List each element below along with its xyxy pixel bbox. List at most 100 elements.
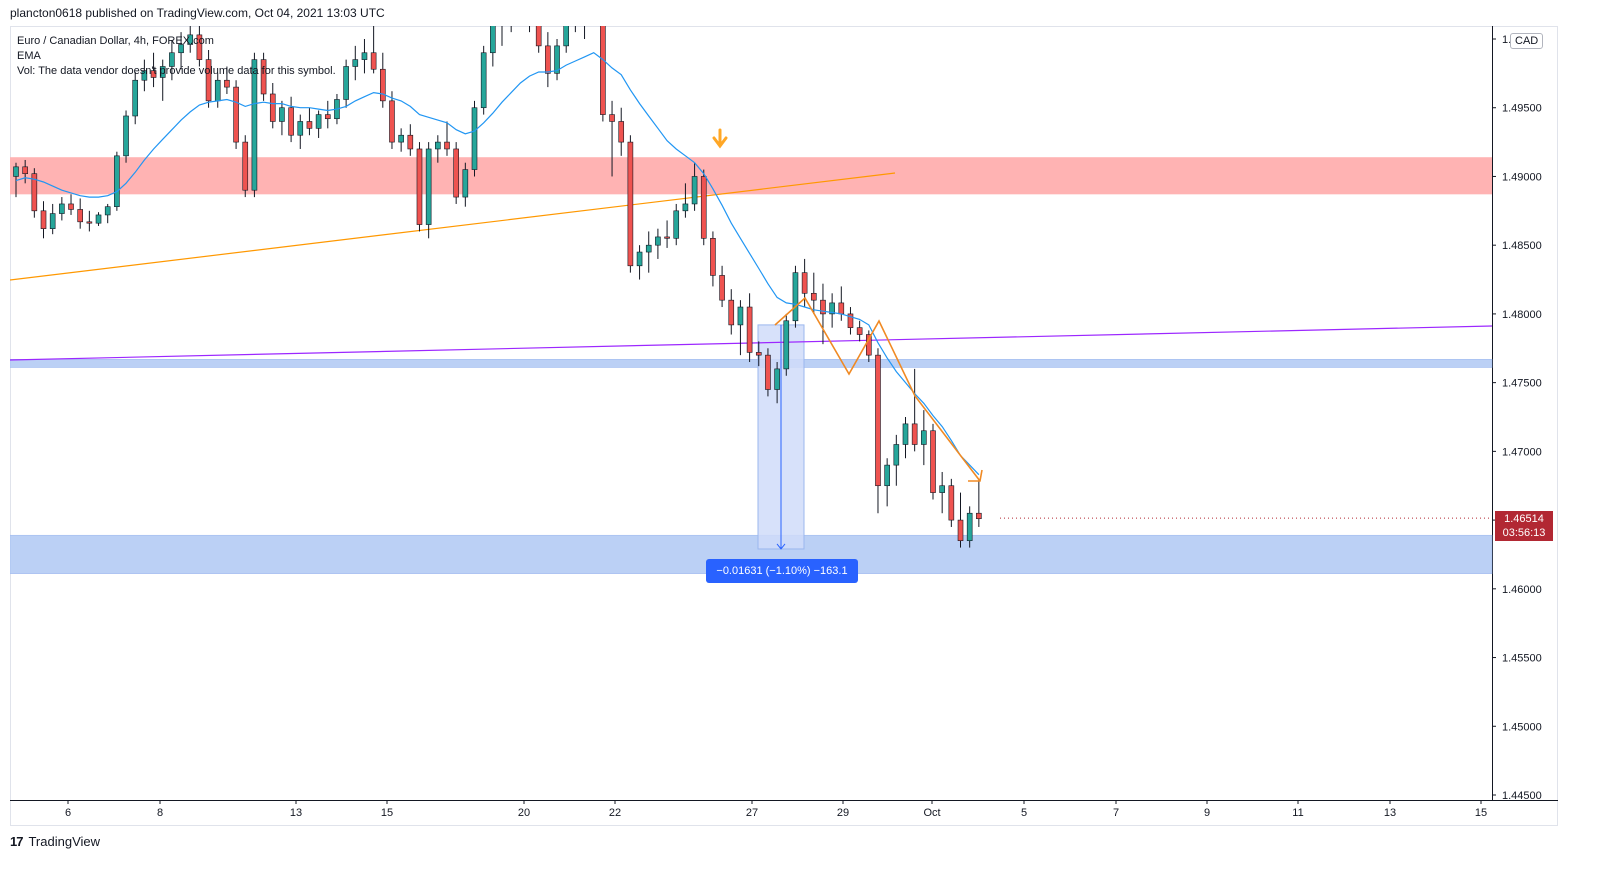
candle[interactable] — [279, 107, 285, 122]
candle[interactable] — [187, 34, 194, 45]
candle[interactable] — [618, 121, 625, 143]
candle[interactable] — [921, 430, 927, 445]
resistance-zone-1[interactable] — [10, 157, 1492, 195]
candle[interactable] — [856, 327, 863, 335]
candle[interactable] — [893, 444, 900, 466]
candle[interactable] — [315, 114, 322, 129]
candle[interactable] — [49, 213, 56, 229]
candle[interactable] — [251, 59, 258, 191]
candle[interactable] — [242, 141, 249, 191]
candle[interactable] — [159, 66, 166, 78]
candle[interactable] — [233, 86, 239, 143]
candle[interactable] — [829, 302, 835, 315]
candle[interactable] — [801, 272, 808, 294]
volume-indicator-label[interactable]: Vol: The data vendor doesn't provide vol… — [17, 65, 336, 77]
candle[interactable] — [31, 173, 38, 212]
candle[interactable] — [13, 166, 19, 177]
candle[interactable] — [95, 214, 102, 224]
price-chart[interactable]: 1.500001.495001.490001.485001.480001.475… — [10, 26, 1558, 826]
candle[interactable] — [407, 134, 414, 150]
candle[interactable] — [655, 236, 661, 246]
candle[interactable] — [691, 176, 698, 205]
support-zone-2[interactable] — [10, 359, 1493, 368]
candle[interactable] — [700, 176, 707, 239]
candle[interactable] — [123, 115, 129, 157]
candle[interactable] — [288, 107, 294, 136]
chart-area[interactable]: 1.500001.495001.490001.485001.480001.475… — [10, 26, 1558, 826]
candle[interactable] — [361, 52, 368, 60]
candle[interactable] — [810, 292, 817, 301]
candle[interactable] — [398, 134, 404, 143]
candle[interactable] — [297, 121, 304, 136]
candle[interactable] — [535, 26, 542, 47]
candle[interactable] — [224, 79, 230, 88]
candle[interactable] — [150, 70, 157, 78]
candle[interactable] — [645, 244, 652, 253]
candle[interactable] — [40, 210, 47, 229]
ema-line[interactable] — [15, 52, 980, 476]
candle[interactable] — [104, 206, 111, 216]
candle[interactable] — [205, 59, 212, 102]
candle[interactable] — [902, 423, 909, 445]
candle[interactable] — [169, 52, 175, 67]
candle[interactable] — [636, 251, 643, 267]
candle[interactable] — [453, 148, 459, 198]
candle[interactable] — [269, 93, 276, 122]
candle[interactable] — [976, 512, 982, 520]
candle[interactable] — [435, 141, 441, 150]
candle[interactable] — [673, 210, 680, 239]
candle[interactable] — [425, 148, 432, 225]
candle[interactable] — [59, 203, 65, 214]
candle[interactable] — [114, 155, 120, 207]
candle[interactable] — [214, 79, 221, 102]
candle[interactable] — [719, 275, 725, 301]
candle[interactable] — [664, 236, 670, 239]
candle[interactable] — [847, 313, 854, 328]
orange-trendline[interactable] — [10, 172, 896, 281]
projection-path[interactable] — [774, 296, 981, 482]
candle[interactable] — [196, 34, 203, 60]
candle[interactable] — [352, 59, 359, 67]
candle[interactable] — [389, 100, 395, 143]
candle[interactable] — [480, 52, 487, 109]
ema-indicator-label[interactable]: EMA — [17, 50, 41, 62]
candle[interactable] — [774, 368, 780, 390]
candle[interactable] — [490, 26, 496, 54]
footer-branding[interactable]: 17 TradingView — [10, 834, 100, 849]
candle[interactable] — [728, 299, 735, 326]
candle[interactable] — [600, 26, 606, 115]
candle[interactable] — [132, 79, 139, 117]
candle[interactable] — [86, 221, 93, 224]
candle[interactable] — [737, 306, 744, 326]
candle[interactable] — [379, 68, 386, 102]
candle[interactable] — [966, 512, 973, 542]
candle[interactable] — [884, 464, 890, 487]
candle[interactable] — [746, 306, 753, 353]
candle[interactable] — [178, 44, 184, 54]
candle[interactable] — [948, 485, 955, 521]
candle[interactable] — [820, 299, 826, 315]
candle[interactable] — [911, 423, 918, 445]
candle[interactable] — [260, 59, 267, 95]
candle[interactable] — [627, 141, 634, 267]
candle[interactable] — [783, 320, 790, 370]
candle[interactable] — [563, 26, 570, 47]
candle[interactable] — [444, 141, 450, 150]
symbol-description[interactable]: Euro / Canadian Dollar, 4h, FOREX.com — [17, 35, 214, 47]
candle[interactable] — [710, 238, 716, 276]
candle[interactable] — [755, 352, 762, 356]
candle[interactable] — [471, 107, 478, 170]
candle[interactable] — [930, 430, 936, 493]
candle[interactable] — [554, 45, 560, 74]
candle[interactable] — [462, 169, 469, 198]
candle[interactable] — [609, 114, 615, 122]
candle[interactable] — [77, 209, 83, 223]
candle[interactable] — [141, 70, 148, 81]
candle[interactable] — [939, 485, 945, 493]
candle[interactable] — [838, 302, 845, 315]
candle[interactable] — [682, 203, 689, 212]
candle[interactable] — [545, 45, 551, 74]
candle[interactable] — [765, 354, 771, 390]
candle[interactable] — [324, 114, 331, 120]
candle[interactable] — [370, 52, 377, 70]
